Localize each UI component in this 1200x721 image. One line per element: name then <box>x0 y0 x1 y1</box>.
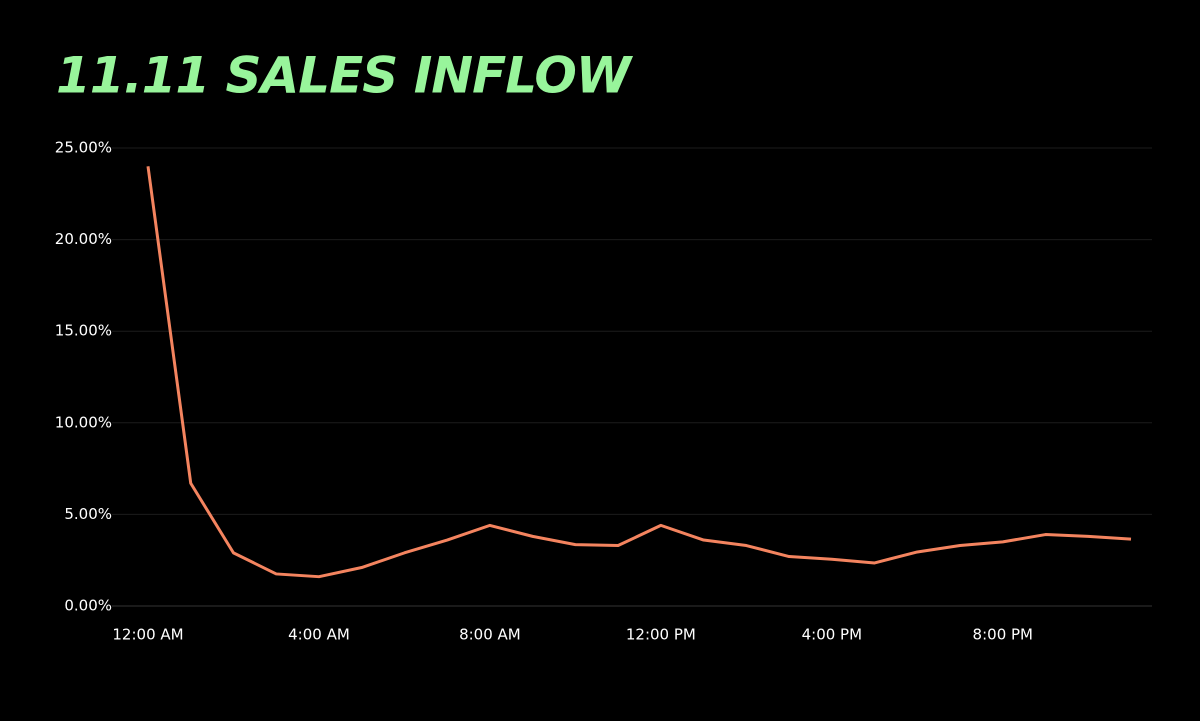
x-tick-label: 4:00 PM <box>802 626 862 644</box>
y-tick-label: 5.00% <box>64 505 112 523</box>
x-tick-label: 8:00 AM <box>459 626 521 644</box>
x-tick-label: 4:00 AM <box>288 626 350 644</box>
x-tick-label: 12:00 AM <box>112 626 183 644</box>
y-tick-label: 20.00% <box>55 230 112 248</box>
y-tick-label: 0.00% <box>64 597 112 615</box>
x-tick-label: 12:00 PM <box>626 626 696 644</box>
data-line <box>146 166 1132 579</box>
y-tick-label: 10.00% <box>55 413 112 431</box>
y-tick-label: 25.00% <box>55 139 112 157</box>
chart-title: 11.11 SALES INFLOW <box>56 47 634 105</box>
y-tick-label: 15.00% <box>55 322 112 340</box>
x-tick-label: 8:00 PM <box>973 626 1033 644</box>
